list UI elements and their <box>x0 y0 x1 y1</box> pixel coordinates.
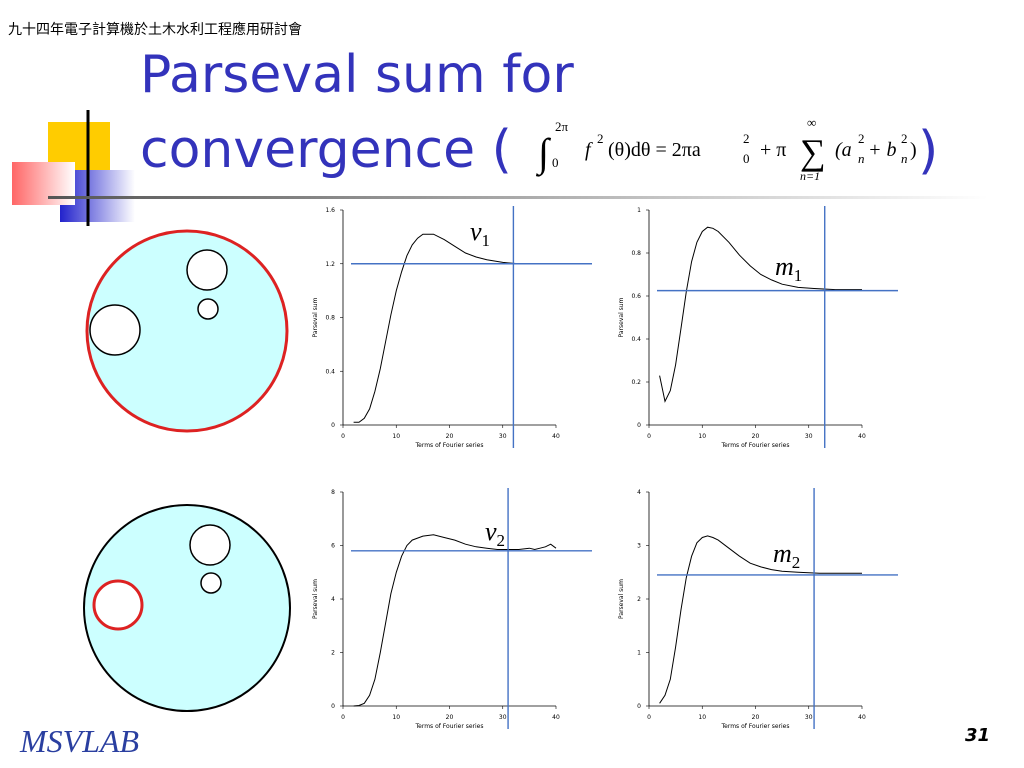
formula: ∫ 2π 0 f 2 (θ)dθ = 2πa 2 0 + π ∑ ∞ n=1 (… <box>535 115 917 183</box>
formula-sub: 0 <box>743 151 750 166</box>
x-axis-label: Terms of Fourier series <box>721 723 790 730</box>
annotation: v1 <box>470 217 490 250</box>
y-axis-label: Parseval sum <box>618 579 625 619</box>
formula-sup: 2 <box>597 131 604 146</box>
y-tick-label: 8 <box>331 489 335 496</box>
sum-lower: n=1 <box>800 169 820 183</box>
formula-sup: 2 <box>743 131 750 146</box>
y-tick-label: 0.8 <box>325 315 335 322</box>
formula-sub: n <box>901 151 908 166</box>
title: convergence ( <box>140 120 512 180</box>
formula-term: + b <box>868 139 897 161</box>
x-tick-label: 40 <box>552 714 560 721</box>
page-number: 31 <box>965 725 990 746</box>
annotation: v2 <box>485 517 505 550</box>
formula-f: f <box>585 139 593 161</box>
y-tick-label: 1 <box>637 650 641 657</box>
y-tick-label: 3 <box>637 543 641 550</box>
series-line <box>353 233 556 423</box>
x-tick-label: 30 <box>805 433 813 440</box>
annotation-symbol: m <box>775 252 794 281</box>
x-tick-label: 30 <box>499 433 507 440</box>
x-tick-label: 0 <box>647 714 651 721</box>
y-tick-label: 2 <box>637 596 641 603</box>
annotation-symbol: v <box>485 517 497 546</box>
y-tick-label: 0.6 <box>631 293 641 300</box>
y-tick-label: 1.2 <box>325 261 335 268</box>
y-tick-label: 0.8 <box>631 250 641 257</box>
y-tick-label: 4 <box>637 489 641 496</box>
x-tick-label: 10 <box>698 433 706 440</box>
x-axis-label: Terms of Fourier series <box>415 723 484 730</box>
formula-sub: n <box>858 151 865 166</box>
formula-sup: 2 <box>858 131 865 146</box>
formula-sup: 2 <box>901 131 908 146</box>
x-axis-label: Terms of Fourier series <box>721 442 790 449</box>
y-tick-label: 0 <box>637 422 641 429</box>
formula-body: (θ)dθ = 2πa <box>608 139 701 161</box>
y-tick-label: 0 <box>637 703 641 710</box>
title-rule <box>48 196 988 199</box>
x-tick-label: 0 <box>647 433 651 440</box>
sum: ∑ <box>800 132 826 172</box>
x-tick-label: 0 <box>341 714 345 721</box>
y-tick-label: 0 <box>331 422 335 429</box>
annotation-subscript: 1 <box>482 231 491 250</box>
formula-close: ) <box>910 139 917 161</box>
formula-term: (a <box>835 139 852 161</box>
diagram-top <box>85 229 289 433</box>
x-tick-label: 20 <box>752 433 760 440</box>
y-tick-label: 0.4 <box>631 336 641 343</box>
y-tick-label: 1 <box>637 207 641 214</box>
y-axis-label: Parseval sum <box>618 297 625 337</box>
y-tick-label: 4 <box>331 596 335 603</box>
header: 九十四年電子計算機於土木水利工程應用研討會 <box>8 21 302 38</box>
y-tick-label: 6 <box>331 543 335 550</box>
annotation: m2 <box>773 539 800 572</box>
annotation-subscript: 2 <box>792 553 801 572</box>
y-tick-label: 0.4 <box>325 368 335 375</box>
y-tick-label: 0 <box>331 703 335 710</box>
x-tick-label: 30 <box>499 714 507 721</box>
x-tick-label: 40 <box>552 433 560 440</box>
title-close: ) <box>918 121 938 181</box>
x-tick-label: 10 <box>698 714 706 721</box>
x-tick-label: 20 <box>446 433 454 440</box>
integral-lower: 0 <box>552 155 559 170</box>
x-axis-label: Terms of Fourier series <box>415 442 484 449</box>
integral-upper: 2π <box>555 119 569 134</box>
x-tick-label: 10 <box>392 433 400 440</box>
x-tick-label: 0 <box>341 433 345 440</box>
title: Parseval sum for <box>140 45 574 105</box>
y-tick-label: 2 <box>331 650 335 657</box>
sum-upper: ∞ <box>807 115 816 130</box>
x-tick-label: 10 <box>392 714 400 721</box>
y-tick-label: 0.2 <box>631 379 641 386</box>
x-tick-label: 40 <box>858 714 866 721</box>
footer-logo: MSVLAB <box>19 723 139 759</box>
series-line <box>659 535 862 704</box>
x-tick-label: 20 <box>446 714 454 721</box>
x-tick-label: 30 <box>805 714 813 721</box>
annotation-symbol: m <box>773 539 792 568</box>
annotation-symbol: v <box>470 217 482 246</box>
annotation-subscript: 2 <box>497 531 506 550</box>
series-line <box>353 534 557 707</box>
annotation-subscript: 1 <box>794 266 803 285</box>
y-tick-label: 1.6 <box>325 207 335 214</box>
y-axis-label: Parseval sum <box>312 297 319 337</box>
integral: ∫ <box>535 130 552 177</box>
x-tick-label: 40 <box>858 433 866 440</box>
diagram-bottom <box>83 504 291 712</box>
x-tick-label: 20 <box>752 714 760 721</box>
series-line <box>659 226 862 403</box>
formula-plus: + π <box>760 139 786 161</box>
y-axis-label: Parseval sum <box>312 579 319 619</box>
annotation: m1 <box>775 252 802 285</box>
